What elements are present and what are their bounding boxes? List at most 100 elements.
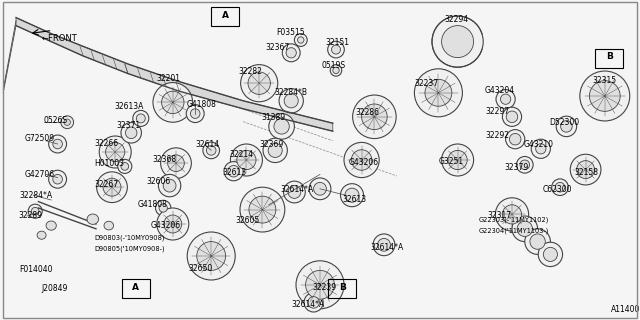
Text: A: A: [132, 283, 139, 292]
Ellipse shape: [512, 216, 538, 242]
Text: C62300: C62300: [543, 185, 572, 194]
Text: 32267: 32267: [95, 180, 119, 189]
Ellipse shape: [240, 187, 285, 232]
Text: 32284*A: 32284*A: [19, 191, 52, 200]
Text: 32239: 32239: [312, 283, 337, 292]
Ellipse shape: [570, 154, 601, 185]
Text: 32282: 32282: [238, 68, 262, 76]
Ellipse shape: [224, 162, 243, 181]
Ellipse shape: [99, 136, 131, 168]
Ellipse shape: [284, 181, 305, 203]
Text: 32289: 32289: [18, 212, 42, 220]
Ellipse shape: [536, 144, 546, 154]
Ellipse shape: [279, 89, 303, 113]
Text: G22303(-'11MY1102): G22303(-'11MY1102): [479, 217, 549, 223]
Ellipse shape: [294, 34, 307, 46]
Ellipse shape: [163, 179, 176, 192]
Text: 32201: 32201: [157, 74, 181, 83]
Text: G41808: G41808: [187, 100, 217, 109]
Ellipse shape: [121, 123, 141, 143]
Ellipse shape: [543, 247, 557, 261]
Ellipse shape: [552, 179, 568, 196]
Text: D90803(-'10MY0908): D90803(-'10MY0908): [95, 234, 165, 241]
Ellipse shape: [378, 238, 390, 251]
Text: 32237: 32237: [415, 79, 439, 88]
Text: H01003: H01003: [95, 159, 125, 168]
Ellipse shape: [103, 178, 121, 196]
Ellipse shape: [362, 104, 387, 130]
Ellipse shape: [502, 205, 522, 224]
Text: 32379: 32379: [504, 163, 529, 172]
Ellipse shape: [121, 163, 129, 170]
Ellipse shape: [520, 160, 529, 170]
Ellipse shape: [263, 138, 287, 163]
Ellipse shape: [49, 135, 67, 153]
Ellipse shape: [156, 200, 171, 216]
Ellipse shape: [284, 94, 298, 108]
Ellipse shape: [157, 208, 189, 240]
Ellipse shape: [298, 37, 304, 43]
Ellipse shape: [286, 48, 296, 58]
Ellipse shape: [118, 159, 132, 173]
Ellipse shape: [203, 142, 220, 159]
Text: F014040: F014040: [19, 265, 52, 274]
Ellipse shape: [28, 204, 42, 218]
Ellipse shape: [556, 116, 577, 137]
Text: 32614: 32614: [195, 140, 220, 149]
Ellipse shape: [136, 114, 145, 123]
Text: 32614*A: 32614*A: [291, 300, 324, 309]
Text: 32371: 32371: [116, 121, 141, 130]
Ellipse shape: [500, 94, 511, 104]
Text: 32297: 32297: [485, 107, 509, 116]
Ellipse shape: [589, 81, 620, 111]
Text: 32614*A: 32614*A: [280, 185, 314, 194]
Ellipse shape: [353, 95, 396, 139]
Text: ←FRONT: ←FRONT: [42, 34, 77, 43]
Text: 32294: 32294: [445, 15, 469, 24]
Text: 32317: 32317: [488, 212, 512, 220]
Ellipse shape: [237, 150, 256, 170]
Ellipse shape: [206, 146, 216, 155]
Text: 32613: 32613: [342, 196, 367, 204]
Text: 0526S: 0526S: [44, 116, 68, 125]
Text: G72509: G72509: [24, 134, 54, 143]
Ellipse shape: [133, 110, 149, 126]
Text: 32266: 32266: [95, 139, 119, 148]
Text: 32286: 32286: [355, 108, 380, 117]
Text: A114001252: A114001252: [611, 305, 640, 314]
Ellipse shape: [52, 139, 62, 149]
Ellipse shape: [330, 65, 342, 76]
Ellipse shape: [308, 297, 319, 308]
Ellipse shape: [425, 79, 452, 106]
Text: 32315: 32315: [592, 76, 616, 85]
Ellipse shape: [87, 214, 99, 224]
Ellipse shape: [191, 109, 200, 118]
Ellipse shape: [340, 184, 364, 207]
Text: G43206: G43206: [150, 221, 180, 230]
Ellipse shape: [64, 119, 70, 125]
Ellipse shape: [328, 41, 344, 58]
Ellipse shape: [314, 182, 326, 195]
Ellipse shape: [580, 71, 630, 121]
Ellipse shape: [415, 69, 463, 117]
Ellipse shape: [304, 293, 323, 312]
Text: A: A: [222, 11, 228, 20]
Ellipse shape: [531, 139, 550, 158]
Ellipse shape: [228, 165, 239, 177]
Text: F03515: F03515: [276, 28, 305, 37]
Ellipse shape: [186, 105, 204, 123]
Ellipse shape: [432, 16, 483, 67]
Ellipse shape: [530, 234, 545, 249]
Ellipse shape: [351, 150, 372, 170]
Ellipse shape: [159, 204, 168, 212]
Text: D90805('10MY0908-): D90805('10MY0908-): [95, 246, 165, 252]
Ellipse shape: [269, 114, 294, 139]
Text: 32151: 32151: [325, 38, 349, 47]
Text: 32650: 32650: [189, 264, 213, 273]
Ellipse shape: [502, 107, 522, 126]
Ellipse shape: [49, 170, 67, 188]
Ellipse shape: [345, 188, 359, 202]
Text: 0519S: 0519S: [321, 61, 346, 70]
Ellipse shape: [241, 65, 278, 102]
Ellipse shape: [496, 90, 515, 109]
